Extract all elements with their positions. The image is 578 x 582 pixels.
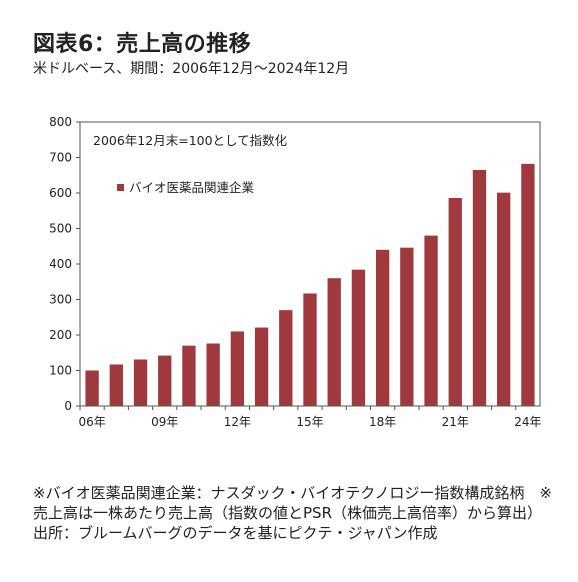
footnote-definition: ※バイオ医薬品関連企業：ナスダック・バイオテクノロジー指数構成銘柄 ※売上高は一… [33, 484, 552, 522]
y-tick-label: 0 [64, 399, 72, 413]
y-tick-label: 800 [49, 115, 72, 129]
bar [85, 370, 99, 406]
x-tick-label: 18年 [369, 415, 396, 429]
bar [448, 197, 462, 406]
index-annotation: 2006年12月末=100として指数化 [93, 133, 288, 148]
bar [109, 364, 123, 406]
y-tick-label: 600 [49, 186, 72, 200]
chart-title: 図表6：売上高の推移 [33, 32, 252, 57]
footnote-source: 出所：ブルームバーグのデータを基にピクテ・ジャパン作成 [33, 524, 438, 542]
bar [133, 359, 148, 406]
x-tick-label: 24年 [514, 415, 541, 429]
bar [206, 343, 220, 406]
bar [521, 163, 535, 406]
bar [472, 169, 487, 406]
bar [327, 278, 341, 406]
plot-frame [79, 121, 541, 407]
x-tick-label: 06年 [78, 415, 105, 429]
bar [254, 327, 269, 406]
y-tick-label: 500 [49, 222, 72, 236]
y-tick-label: 700 [49, 151, 72, 165]
y-tick-label: 200 [49, 328, 72, 342]
y-tick-label: 400 [49, 257, 72, 271]
bar [375, 249, 390, 406]
bar [279, 310, 293, 406]
x-tick-label: 21年 [442, 415, 469, 429]
bar-chart: 0 100 200 300 400 500 600 700 800 06年 09年 12年 15年 18年… [49, 115, 541, 429]
x-tick-label: 15年 [296, 415, 323, 429]
chart-subtitle: 米ドルベース、期間：2006年12月～2024年12月 [33, 61, 350, 77]
y-tick-label: 100 [49, 364, 72, 378]
x-tick-label: 12年 [224, 415, 251, 429]
legend-swatch [117, 184, 124, 191]
bar [158, 355, 172, 406]
bar [424, 235, 438, 406]
bar [230, 331, 245, 406]
bar [303, 293, 317, 406]
y-tick-label: 300 [49, 293, 72, 307]
bar [497, 192, 511, 406]
x-tick-label: 09年 [151, 415, 178, 429]
legend-label: バイオ医薬品関連企業 [129, 180, 255, 195]
bar [351, 269, 366, 406]
footnotes: ※バイオ医薬品関連企業：ナスダック・バイオテクノロジー指数構成銘柄 ※売上高は一… [33, 483, 553, 543]
bar [400, 247, 414, 406]
bar [182, 345, 196, 406]
